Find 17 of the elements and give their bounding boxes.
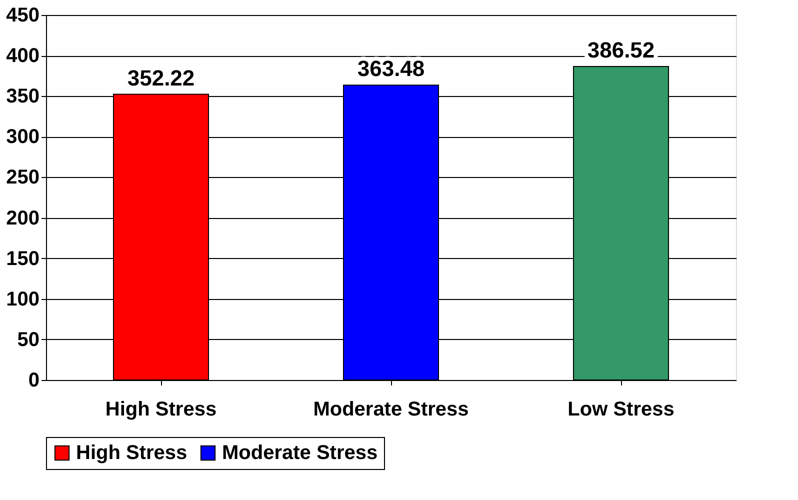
- x-tick-label: Low Stress: [568, 398, 674, 420]
- y-tick-label: 0: [28, 370, 40, 392]
- y-tick-label: 250: [6, 166, 40, 189]
- data-label: 363.48: [357, 56, 425, 82]
- x-tick-label: Moderate Stress: [313, 398, 469, 420]
- y-tick-label: 150: [6, 248, 40, 270]
- legend-label: Moderate Stress: [222, 442, 378, 464]
- x-tick-label: High Stress: [105, 398, 217, 420]
- y-tick-label: 300: [6, 126, 40, 148]
- legend-label: High Stress: [76, 442, 188, 464]
- y-tick-label: 200: [6, 207, 40, 230]
- y-tick-label: 450: [6, 4, 40, 26]
- y-tick-label: 350: [6, 86, 40, 108]
- y-tick-label: 50: [17, 328, 40, 351]
- y-tick-label: 100: [6, 288, 40, 310]
- data-label: 352.22: [127, 65, 195, 90]
- y-tick-label: 400: [6, 45, 40, 68]
